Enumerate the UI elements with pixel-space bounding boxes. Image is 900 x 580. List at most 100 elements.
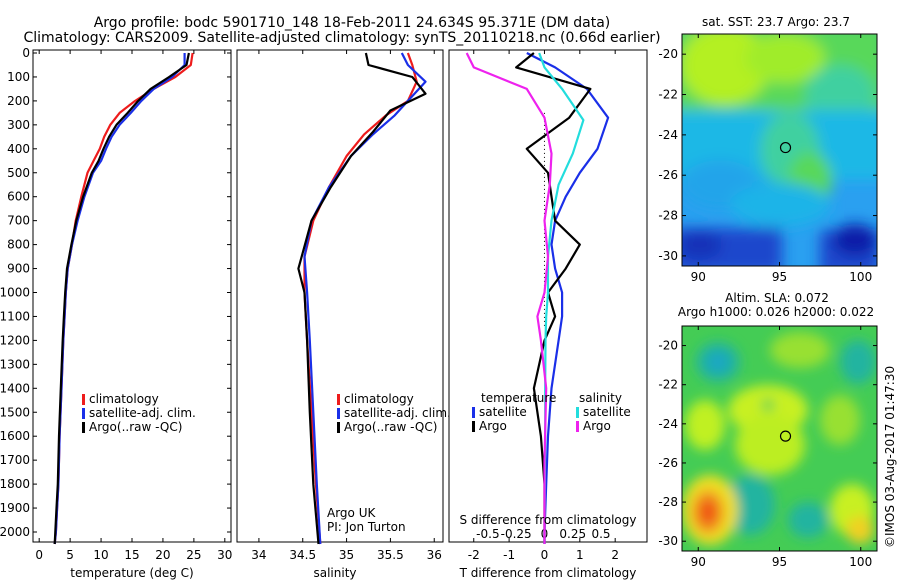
lon-tick-label: 95 [772,555,787,569]
legend-label: satellite-adj. clim. [344,406,451,420]
salinity-plot-frame [236,49,444,543]
legend-label: Argo(..raw -QC) [344,420,437,434]
sst-map-axes: 90 95 100 -20 -22 -24 -26 -28 -30 [658,34,877,284]
argo-uk-annotation: Argo UK [327,506,376,520]
depth-tick-label: 1300 [0,357,30,371]
legend-swatch [472,407,475,418]
sst-heatmap-field [682,34,877,266]
lat-tick-label: -24 [658,128,678,142]
lon-tick-label: 90 [691,270,706,284]
depth-tick-label: 1400 [0,381,30,395]
temperature-argo-profile [515,52,592,544]
depth-tick-label: 800 [7,238,30,252]
lat-tick-label: -22 [658,378,678,392]
argo-location-marker [779,430,792,442]
temperature-plot-frame [32,49,232,543]
x-tick-label: 30 [217,548,232,562]
temperature-axis: 0 5 10 15 20 25 30 [35,50,232,562]
depth-tick-label: 500 [7,166,30,180]
x-tick-label: 0 [35,548,43,562]
depth-tick-label: 1500 [0,405,30,419]
lon-tick-label: 95 [772,270,787,284]
legend-swatch [82,422,85,433]
s-diff-tick-label: 0.25 [559,527,586,541]
x-tick-label: 25 [186,548,201,562]
imos-credit: ©IMOS 03-Aug-2017 01:47:30 [883,366,897,548]
depth-tick-label: 1600 [0,429,30,443]
salinity-panel: 34 34.5 35 35.5 36 climatologysatellite-adj.… [236,49,451,580]
difference-panel: -2 -1 0 1 2 -0.5 -0.25 0 0.25 0.5 temperature sal… [448,49,648,580]
argo-raw-qc-profile [297,52,427,545]
s-diff-tick-label: -0.25 [501,527,532,541]
temperature-axis-label: temperature (deg C) [70,566,193,580]
legend-swatch [576,421,579,432]
salinity-axis-label: salinity [313,566,356,580]
x-tick-label: 36 [427,548,442,562]
lat-tick-label: -28 [658,209,678,223]
sla-map-subtitle: Argo h1000: 0.026 h2000: 0.022 [678,305,874,319]
depth-tick-label: 400 [7,142,30,156]
x-tick-label: 10 [93,548,108,562]
argo-location-marker [779,141,792,154]
depth-tick-label: 1800 [0,477,30,491]
depth-tick-label: 2000 [0,525,30,539]
x-tick-label: -2 [468,548,480,562]
depth-tick-label: 1900 [0,501,30,515]
s-difference-axis-label: S difference from climatology [460,513,637,527]
sla-map-axes: 90 95 100 -20 -22 -24 -26 -28 -30 [658,326,877,569]
x-tick-label: 35.5 [377,548,404,562]
difference-profiles [465,52,610,544]
x-tick-label: 20 [155,548,170,562]
depth-tick-label: 1000 [0,286,30,300]
x-tick-label: 2 [611,548,619,562]
lat-tick-label: -20 [658,339,678,353]
depth-tick-label: 1200 [0,333,30,347]
sla-map: Altim. SLA: 0.072 Argo h1000: 0.026 h200… [658,291,878,569]
legend-label: Argo [479,419,507,433]
lon-tick-label: 90 [691,555,706,569]
x-tick-label: 35 [339,548,354,562]
lat-tick-label: -26 [658,168,678,182]
depth-tick-label: 300 [7,118,30,132]
salinity-argo-profile [465,52,553,544]
legend-label: Argo(..raw -QC) [89,420,182,434]
lon-tick-label: 100 [849,555,872,569]
legend-swatch [337,394,340,405]
legend-swatch [576,407,579,418]
legend-swatch [337,422,340,433]
legend-label: satellite-adj. clim. [89,406,196,420]
s-diff-tick-label: 0.5 [591,527,610,541]
legend-heading-temperature: temperature [481,391,556,405]
sla-map-title: Altim. SLA: 0.072 [725,291,829,305]
legend-swatch [82,408,85,419]
legend-label: climatology [89,392,159,406]
temperature-panel: 0100200300400500600700800900100011001200… [0,46,647,580]
legend-swatch [337,408,340,419]
depth-tick-label: 100 [7,70,30,84]
temperature-satellite-profile [526,52,610,544]
x-tick-label: 0 [541,548,549,562]
depth-tick-label: 1700 [0,453,30,467]
depth-tick-label: 0 [22,46,30,60]
lat-tick-label: -30 [658,249,678,263]
x-tick-label: 34.5 [289,548,316,562]
figure-title-line1: Argo profile: bodc 5901710_148 18-Feb-20… [94,15,611,31]
depth-tick-label: 900 [7,262,30,276]
pi-annotation: PI: Jon Turton [327,520,406,534]
x-tick-label: 5 [66,548,74,562]
legend-label: satellite [479,405,527,419]
s-diff-tick-label: -0.5 [476,527,499,541]
difference-legend: temperature salinitysatelliteArgosatellit… [472,391,631,433]
legend-label: climatology [344,392,414,406]
x-tick-label: 34 [251,548,266,562]
depth-tick-label: 700 [7,214,30,228]
lat-tick-label: -30 [658,534,678,548]
satellite-adj-clim-profile [303,52,427,545]
t-difference-axis-label: T difference from climatology [459,566,637,580]
sst-map: sat. SST: 23.7 Argo: 23.7 90 95 100 -20 -22 -… [658,15,878,284]
legend-label: Argo [583,419,611,433]
lat-tick-label: -24 [658,417,678,431]
legend-swatch [82,394,85,405]
